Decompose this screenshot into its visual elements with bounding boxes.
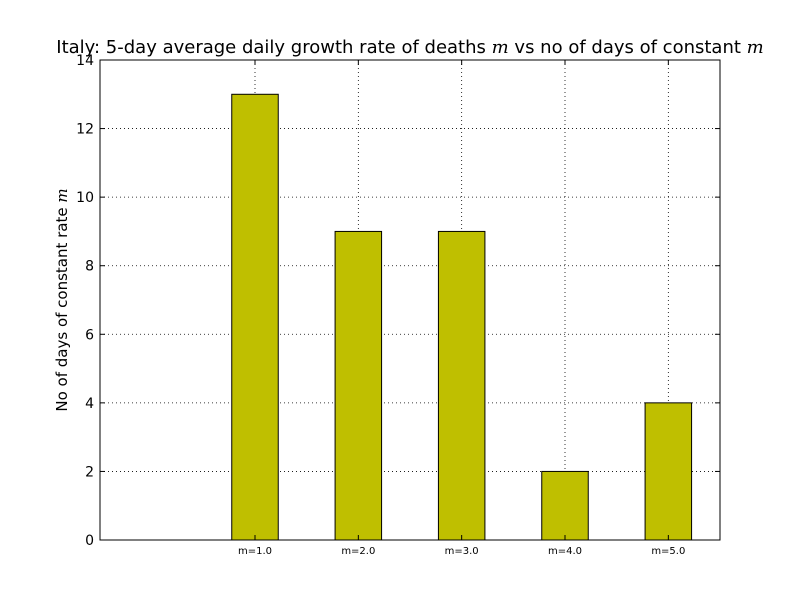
- bar-m=5.0: [644, 402, 693, 541]
- y-tick-label: 10: [76, 190, 94, 206]
- bar-m=3.0: [437, 230, 486, 541]
- bar-m=1.0: [231, 93, 279, 541]
- y-axis-label: No of days of constant rate m: [53, 188, 71, 411]
- axis-ticks: [100, 59, 720, 541]
- bar-m=4.0: [541, 470, 589, 541]
- y-tick-label: 8: [85, 259, 94, 275]
- plot-area-frame: [99, 59, 721, 541]
- y-tick-label: 2: [85, 464, 94, 480]
- y-tick-label: 14: [76, 53, 94, 69]
- x-tick-label: m=3.0: [445, 546, 479, 557]
- x-tick-label: m=2.0: [341, 546, 375, 557]
- x-tick-label: m=1.0: [238, 546, 272, 557]
- y-tick-label: 6: [85, 327, 94, 343]
- y-tick-label: 12: [76, 122, 94, 138]
- x-tick-label: m=5.0: [651, 546, 685, 557]
- x-tick-labels: m=1.0 m=2.0 m=3.0 m=4.0 m=5.0: [238, 546, 685, 557]
- bars: [231, 93, 693, 541]
- x-tick-label: m=4.0: [548, 546, 582, 557]
- y-tick-labels: 0 2 4 6 8 10 12 14: [76, 53, 94, 549]
- y-tick-label: 0: [85, 533, 94, 549]
- bar-m=2.0: [334, 230, 383, 541]
- grid-lines: [100, 60, 720, 540]
- chart-title: Italy: 5-day average daily growth rate o…: [56, 37, 763, 58]
- y-tick-label: 4: [85, 396, 94, 412]
